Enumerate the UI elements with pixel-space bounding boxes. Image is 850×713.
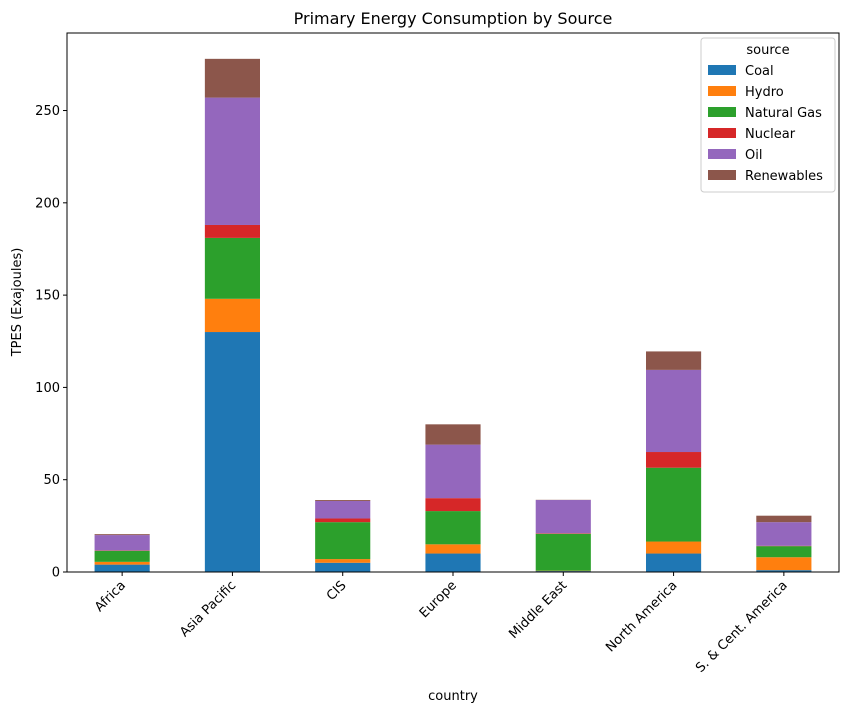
bar-asia-pacific-coal: [204, 332, 260, 572]
legend-label-nuclear: Nuclear: [745, 127, 796, 142]
bar-north-america-coal: [646, 553, 702, 572]
legend-label-oil: Oil: [745, 148, 762, 163]
bar-asia-pacific-oil: [204, 97, 260, 225]
bar-cis-hydro: [315, 559, 371, 563]
x-axis-label: country: [428, 689, 478, 704]
bar-s-cent-america-hydro: [756, 557, 812, 571]
x-tick-label: Asia Pacific: [177, 578, 239, 640]
x-tick-label: Africa: [92, 578, 129, 615]
bar-europe-renewables: [425, 424, 481, 445]
bar-cis-coal: [315, 562, 371, 572]
bar-north-america-oil: [646, 369, 702, 453]
legend-swatch-natural-gas: [708, 107, 736, 117]
legend-label-natural-gas: Natural Gas: [745, 106, 822, 121]
x-tick-label: S. & Cent. America: [693, 578, 791, 676]
legend-items: Coal Hydro Natural Gas Nuclear Oil Renewables: [708, 64, 823, 184]
bar-s-cent-america-oil: [756, 522, 812, 546]
bar-asia-pacific-hydro: [204, 298, 260, 333]
bar-cis-renewables: [315, 500, 371, 501]
bar-north-america-natural-gas: [646, 467, 702, 542]
bar-middle-east-oil: [535, 500, 591, 534]
bar-north-america-nuclear: [646, 452, 702, 468]
bar-asia-pacific-renewables: [204, 58, 260, 98]
y-tick-label: 50: [43, 473, 60, 488]
y-axis-label: TPES (Exajoules): [10, 248, 25, 358]
bar-north-america-hydro: [646, 541, 702, 554]
bar-middle-east-natural-gas: [535, 533, 591, 571]
legend-label-renewables: Renewables: [745, 169, 823, 184]
x-tick-label: Europe: [417, 578, 460, 621]
bar-europe-hydro: [425, 544, 481, 554]
bar-middle-east-nuclear: [535, 533, 591, 534]
bar-s-cent-america-renewables: [756, 515, 812, 523]
bar-north-america-renewables: [646, 351, 702, 370]
bar-europe-oil: [425, 444, 481, 499]
legend-label-hydro: Hydro: [745, 85, 784, 100]
bar-europe-coal: [425, 553, 481, 572]
legend: source Coal Hydro Natural Gas Nuclear Oil Ren…: [700, 37, 836, 193]
bar-cis-nuclear: [315, 518, 371, 523]
bar-europe-nuclear: [425, 498, 481, 512]
bar-s-cent-america-natural-gas: [756, 546, 812, 558]
legend-label-coal: Coal: [745, 64, 774, 79]
legend-swatch-oil: [708, 149, 736, 159]
bar-europe-natural-gas: [425, 511, 481, 545]
bar-africa-natural-gas: [94, 550, 150, 562]
x-tick-label: CIS: [324, 578, 350, 604]
bar-cis-natural-gas: [315, 522, 371, 560]
y-tick-label: 150: [35, 289, 60, 304]
x-tick-label: Middle East: [506, 578, 570, 642]
y-tick-label: 250: [35, 104, 60, 119]
legend-swatch-coal: [708, 65, 736, 75]
legend-title: source: [746, 43, 789, 58]
y-tick-label: 100: [35, 381, 60, 396]
bar-africa-coal: [94, 564, 150, 572]
y-axis-ticks: 0 50 100 150 200 250: [35, 104, 67, 581]
y-tick-label: 0: [52, 566, 60, 581]
bar-africa-hydro: [94, 561, 150, 565]
x-axis-ticks: Africa Asia Pacific CIS Europe Middle East No…: [92, 572, 791, 676]
legend-swatch-hydro: [708, 86, 736, 96]
legend-swatch-nuclear: [708, 128, 736, 138]
bar-asia-pacific-nuclear: [204, 224, 260, 238]
bar-asia-pacific-natural-gas: [204, 237, 260, 299]
bars-group: [94, 58, 812, 572]
bar-cis-oil: [315, 500, 371, 519]
y-tick-label: 200: [35, 196, 60, 211]
bar-africa-renewables: [94, 534, 150, 536]
bar-s-cent-america-coal: [756, 570, 812, 572]
legend-swatch-renewables: [708, 170, 736, 180]
chart-title: Primary Energy Consumption by Source: [294, 9, 613, 28]
bar-africa-oil: [94, 535, 150, 551]
x-tick-label: North America: [603, 578, 680, 655]
